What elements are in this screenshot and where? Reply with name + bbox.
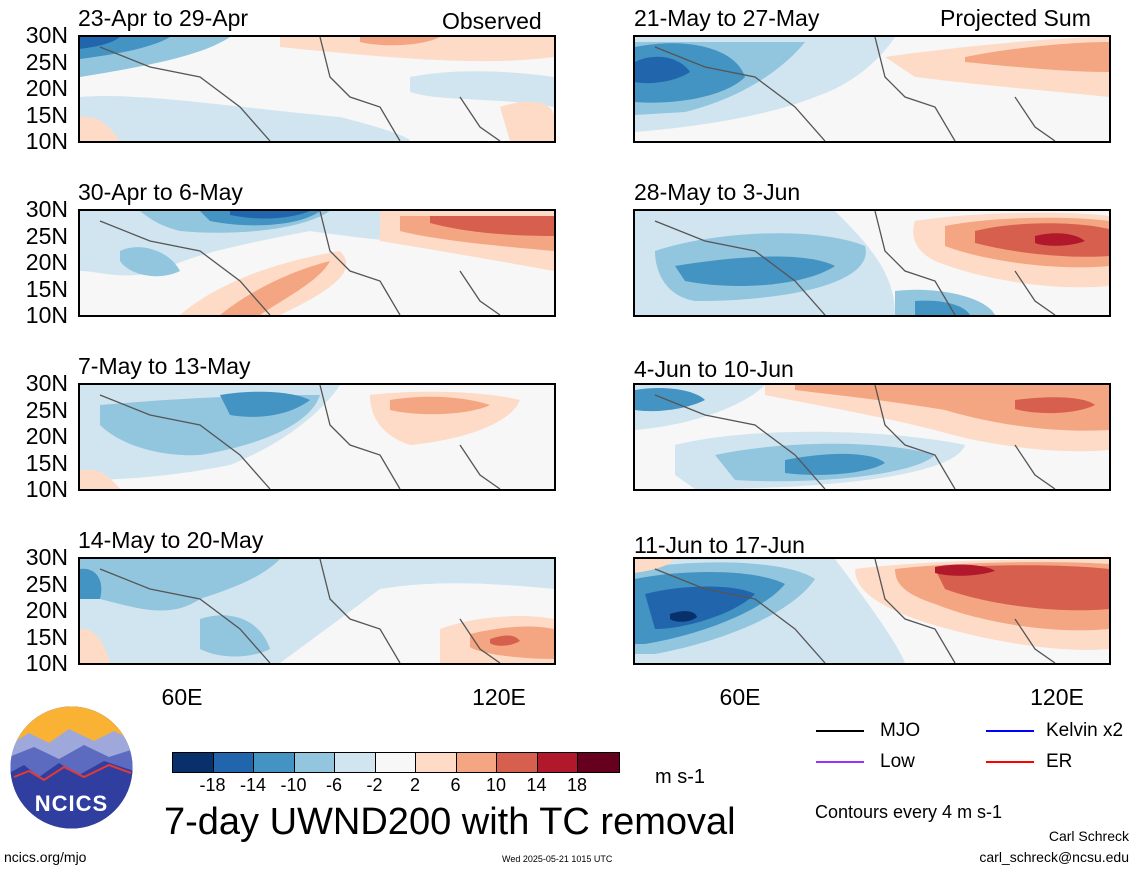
contour-note: Contours every 4 m s-1 [815, 802, 1003, 822]
legend-low-line [816, 761, 864, 763]
colorbar-swatch [537, 753, 578, 772]
map-panel-2 [78, 209, 556, 317]
colorbar-label: -14 [239, 775, 266, 795]
colorbar [172, 752, 620, 773]
colorbar-swatch [335, 753, 376, 772]
map-panel-5 [633, 35, 1111, 143]
lat-label: 25N [25, 570, 68, 597]
lat-label: 10N [25, 128, 68, 154]
colorbar-label: 6 [450, 775, 461, 795]
colorbar-label: 10 [485, 775, 507, 795]
lat-label: 25N [25, 396, 68, 423]
footer-email: carl_schreck@ncsu.edu [979, 849, 1129, 865]
panel-title-3: 7-May to 13-May [78, 353, 251, 379]
lat-label: 20N [25, 597, 68, 623]
panel-title-8: 11-Jun to 17-Jun [634, 532, 805, 558]
footer-author: Carl Schreck [1048, 828, 1129, 844]
legend-kelvin-label: Kelvin x2 [1046, 720, 1124, 741]
lat-label: 20N [25, 75, 68, 101]
map-panel-1 [78, 35, 556, 143]
colorbar-swatch [578, 753, 619, 772]
panel-title-5: 21-May to 27-May [634, 5, 820, 31]
lat-label: 30N [25, 370, 68, 396]
colorbar-label: -18 [199, 775, 226, 795]
legend-mjo-label: MJO [880, 720, 921, 741]
lon-label-120e-left: 120E [472, 684, 526, 710]
colorbar-units: m s-1 [655, 766, 705, 788]
panel-title-1: 23-Apr to 29-Apr [78, 5, 249, 31]
lat-label: 15N [25, 275, 68, 302]
lat-label: 10N [25, 650, 68, 676]
main-title: 7-day UWND200 with TC removal [164, 801, 736, 843]
colorbar-swatch [456, 753, 497, 772]
footer-timestamp: Wed 2025-05-21 1015 UTC [502, 854, 613, 864]
colorbar-swatch [497, 753, 538, 772]
lat-label: 25N [25, 222, 68, 249]
lat-label: 15N [25, 101, 68, 128]
lon-label-120e-right: 120E [1030, 684, 1084, 710]
colorbar-swatch [294, 753, 335, 772]
colorbar-swatch [254, 753, 295, 772]
colorbar-label: 14 [526, 775, 547, 795]
map-panel-6 [633, 209, 1111, 317]
lat-label: 30N [25, 196, 68, 222]
panel-title-4: 14-May to 20-May [78, 527, 264, 553]
panel-title-6: 28-May to 3-Jun [634, 179, 801, 205]
lat-label: 15N [25, 449, 68, 476]
panel-tag-projected: Projected Sum [940, 5, 1091, 31]
ncics-logo: NCICS [9, 705, 134, 830]
legend-er-line [986, 761, 1034, 763]
lat-label: 30N [25, 22, 68, 48]
lat-label: 10N [25, 476, 68, 502]
map-panel-3 [78, 383, 556, 491]
lon-label-60e-right: 60E [719, 684, 761, 710]
panel-title-7: 4-Jun to 10-Jun [634, 356, 794, 382]
colorbar-label: -10 [280, 775, 307, 795]
colorbar-label: 2 [409, 775, 420, 795]
lat-label: 30N [25, 544, 68, 570]
colorbar-swatch [416, 753, 457, 772]
map-panel-8 [633, 557, 1111, 665]
colorbar-swatch [375, 753, 416, 772]
footer-url: ncics.org/mjo [4, 849, 87, 865]
legend-low-label: Low [880, 751, 915, 772]
colorbar-label: -2 [366, 775, 383, 795]
lat-label: 20N [25, 249, 68, 275]
lat-label: 10N [25, 302, 68, 328]
map-panel-4 [78, 557, 556, 665]
colorbar-swatch [213, 753, 254, 772]
logo-text: NCICS [34, 791, 109, 816]
lat-label: 15N [25, 623, 68, 650]
lat-label: 20N [25, 423, 68, 449]
legend-er-label: ER [1046, 751, 1073, 772]
lon-label-60e-left: 60E [161, 684, 203, 710]
panel-title-2: 30-Apr to 6-May [78, 179, 243, 205]
legend-kelvin-line [986, 730, 1034, 732]
map-panel-7 [633, 383, 1111, 491]
panel-tag-observed: Observed [442, 8, 542, 34]
legend-mjo-line [816, 730, 864, 732]
colorbar-label: -6 [325, 775, 342, 795]
colorbar-swatch [173, 753, 214, 772]
lat-label: 25N [25, 48, 68, 75]
colorbar-label: 18 [566, 775, 588, 795]
